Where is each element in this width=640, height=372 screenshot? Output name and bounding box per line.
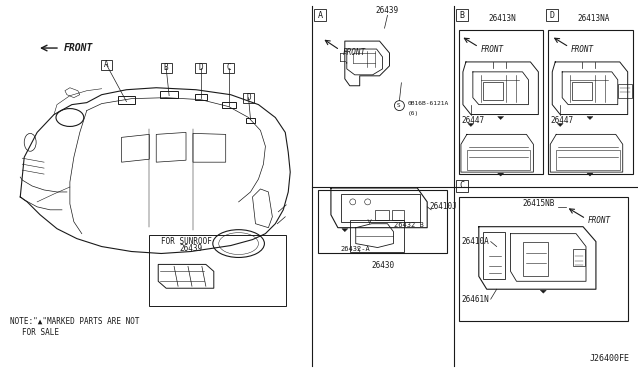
Text: FOR SALE: FOR SALE: [22, 328, 60, 337]
Polygon shape: [498, 116, 504, 119]
Bar: [223, 63, 234, 73]
Text: 26439: 26439: [376, 6, 399, 15]
Bar: [195, 94, 207, 100]
Text: 26447: 26447: [461, 116, 484, 125]
Text: 26410J: 26410J: [429, 202, 457, 211]
Bar: [101, 60, 112, 70]
Text: D: D: [246, 93, 251, 102]
Bar: [243, 93, 254, 103]
Polygon shape: [468, 124, 474, 126]
Text: 26461N: 26461N: [462, 295, 490, 304]
Text: B: B: [164, 63, 168, 73]
Bar: [573, 248, 585, 266]
Polygon shape: [557, 124, 563, 126]
Bar: [618, 84, 632, 98]
Bar: [149, 235, 286, 306]
Text: 26447: 26447: [550, 116, 573, 125]
Text: B: B: [460, 11, 465, 20]
Bar: [524, 241, 548, 276]
Text: 26415NB: 26415NB: [522, 199, 554, 208]
Bar: [456, 180, 468, 192]
Bar: [195, 63, 206, 73]
Bar: [341, 194, 420, 222]
Bar: [483, 82, 502, 100]
Bar: [456, 9, 468, 21]
Text: 0B16B-6121A: 0B16B-6121A: [407, 101, 449, 106]
Text: A: A: [104, 60, 109, 70]
Text: NOTE:"▲"MARKED PARTS ARE NOT: NOTE:"▲"MARKED PARTS ARE NOT: [10, 317, 140, 326]
Bar: [459, 30, 543, 174]
Bar: [556, 150, 620, 170]
Bar: [572, 82, 592, 100]
Bar: [160, 91, 178, 98]
Bar: [118, 96, 136, 104]
Bar: [547, 9, 558, 21]
Text: FRONT: FRONT: [571, 45, 594, 54]
Text: A: A: [317, 11, 323, 20]
Text: C: C: [460, 182, 465, 190]
Bar: [350, 220, 404, 251]
Text: S: S: [397, 103, 400, 108]
Text: 26430: 26430: [371, 262, 394, 270]
Text: FRONT: FRONT: [64, 43, 93, 53]
Bar: [483, 232, 504, 279]
Text: (6): (6): [407, 111, 419, 116]
Text: D: D: [550, 11, 555, 20]
Bar: [318, 190, 447, 253]
Polygon shape: [342, 229, 348, 232]
Text: 26410A: 26410A: [462, 237, 490, 246]
Bar: [548, 30, 633, 174]
Bar: [374, 210, 390, 220]
Bar: [314, 9, 326, 21]
Text: 26439: 26439: [179, 244, 202, 253]
Text: FRONT: FRONT: [481, 45, 504, 54]
Text: FRONT: FRONT: [343, 48, 366, 57]
Bar: [467, 150, 531, 170]
Text: 26432-A: 26432-A: [341, 246, 371, 251]
Text: 26413NA: 26413NA: [578, 14, 610, 23]
Polygon shape: [587, 173, 593, 176]
Bar: [221, 102, 236, 108]
Polygon shape: [540, 290, 547, 293]
Text: 26413N: 26413N: [489, 14, 516, 23]
Bar: [392, 210, 404, 220]
Text: FOR SUNROOF: FOR SUNROOF: [161, 237, 211, 246]
Polygon shape: [498, 173, 504, 176]
Text: C: C: [227, 63, 231, 73]
Bar: [161, 63, 172, 73]
Text: J26400FE: J26400FE: [589, 354, 630, 363]
Text: 26432 B: 26432 B: [394, 222, 424, 228]
Polygon shape: [587, 116, 593, 119]
Text: FRONT: FRONT: [588, 216, 611, 225]
Bar: [459, 197, 628, 321]
Text: D: D: [198, 63, 204, 73]
Bar: [246, 118, 255, 124]
